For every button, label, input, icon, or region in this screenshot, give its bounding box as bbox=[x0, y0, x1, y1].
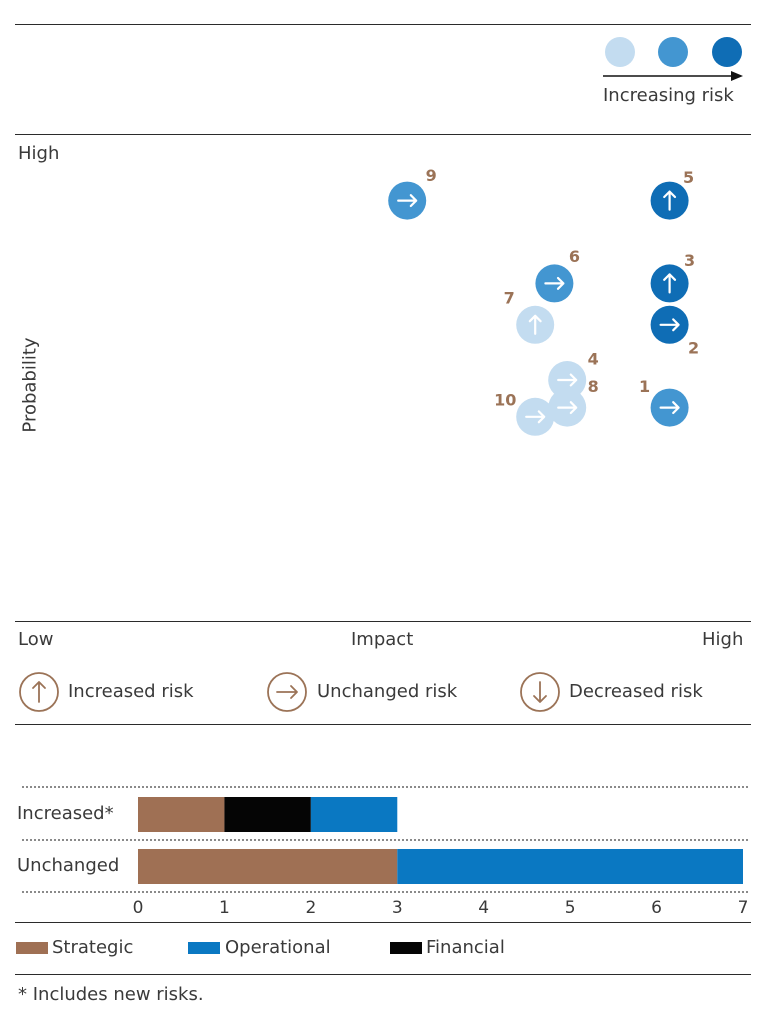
risk-point-label: 10 bbox=[494, 390, 516, 409]
risk-point-4 bbox=[548, 361, 587, 399]
unchanged-risk-label: Unchanged risk bbox=[317, 681, 458, 702]
operational-swatch bbox=[188, 942, 220, 954]
strategic-swatch bbox=[16, 942, 48, 954]
increasing-risk-label: Increasing risk bbox=[603, 85, 734, 106]
risk-point-3 bbox=[650, 264, 689, 303]
y-axis-high-label: High bbox=[18, 143, 60, 164]
x-tick-label: 3 bbox=[392, 898, 403, 918]
operational-legend-label: Operational bbox=[225, 937, 331, 958]
footnote-rule bbox=[15, 974, 751, 975]
risk-point-5 bbox=[650, 181, 689, 220]
decreased-risk-label: Decreased risk bbox=[569, 681, 703, 702]
risk-point-7 bbox=[516, 305, 555, 344]
risk-point-10 bbox=[516, 397, 555, 436]
risk-point-8 bbox=[548, 388, 587, 427]
risk-point-label: 6 bbox=[569, 247, 580, 266]
x-tick-label: 1 bbox=[219, 898, 230, 918]
risk-point-1 bbox=[650, 388, 689, 427]
risk-point-6 bbox=[535, 264, 574, 303]
risk-point-label: 3 bbox=[684, 251, 695, 270]
legend-right-arrow-icon bbox=[267, 672, 307, 712]
footnote: * Includes new risks. bbox=[18, 984, 204, 1005]
matrix-top-rule bbox=[15, 134, 751, 135]
bar-gridline-bottom bbox=[22, 891, 748, 893]
strategic-legend-label: Strategic bbox=[52, 937, 134, 958]
bar-segment-strategic bbox=[138, 849, 398, 884]
bar-segment-operational bbox=[397, 849, 743, 884]
risk-point-label: 1 bbox=[639, 377, 650, 396]
x-tick-label: 0 bbox=[133, 898, 144, 918]
bar-gridline-middle bbox=[22, 839, 748, 841]
increased-risk-label: Increased risk bbox=[68, 681, 194, 702]
matrix-bottom-rule bbox=[15, 621, 751, 622]
risk-level-2-dot bbox=[658, 37, 688, 67]
risk-level-1-dot bbox=[605, 37, 635, 67]
x-tick-label: 4 bbox=[478, 898, 489, 918]
financial-legend-label: Financial bbox=[426, 937, 505, 958]
legend-bottom-rule bbox=[15, 724, 751, 725]
bar-gridline-top bbox=[22, 786, 748, 788]
risk-point-label: 5 bbox=[683, 168, 694, 187]
risk-point-label: 8 bbox=[588, 377, 599, 396]
risk-point-label: 2 bbox=[688, 338, 699, 357]
x-axis-title: Impact bbox=[351, 629, 414, 650]
bar-segment-financial bbox=[224, 797, 311, 832]
x-tick-label: 6 bbox=[651, 898, 662, 918]
x-axis-high-label: High bbox=[702, 629, 744, 650]
x-tick-label: 5 bbox=[565, 898, 576, 918]
risk-point-label: 9 bbox=[426, 166, 437, 185]
risk-level-3-dot bbox=[712, 37, 742, 67]
top-rule bbox=[15, 24, 751, 25]
risk-point-9 bbox=[388, 181, 427, 220]
x-tick-label: 7 bbox=[738, 898, 749, 918]
bar-category-label: Increased* bbox=[17, 803, 114, 824]
x-tick-label: 2 bbox=[305, 898, 316, 918]
risk-point-2 bbox=[650, 305, 689, 344]
bar-segment-strategic bbox=[138, 797, 225, 832]
risk-point-label: 7 bbox=[504, 288, 515, 307]
risk-point-label: 4 bbox=[588, 350, 599, 369]
legend-down-arrow-icon bbox=[520, 672, 560, 712]
bar-category-label: Unchanged bbox=[17, 855, 120, 876]
legend-up-arrow-icon bbox=[19, 672, 59, 712]
ticks-bottom-rule bbox=[15, 922, 751, 923]
x-axis-low-label: Low bbox=[18, 629, 54, 650]
bar-segment-operational bbox=[310, 797, 398, 832]
financial-swatch bbox=[390, 942, 422, 954]
